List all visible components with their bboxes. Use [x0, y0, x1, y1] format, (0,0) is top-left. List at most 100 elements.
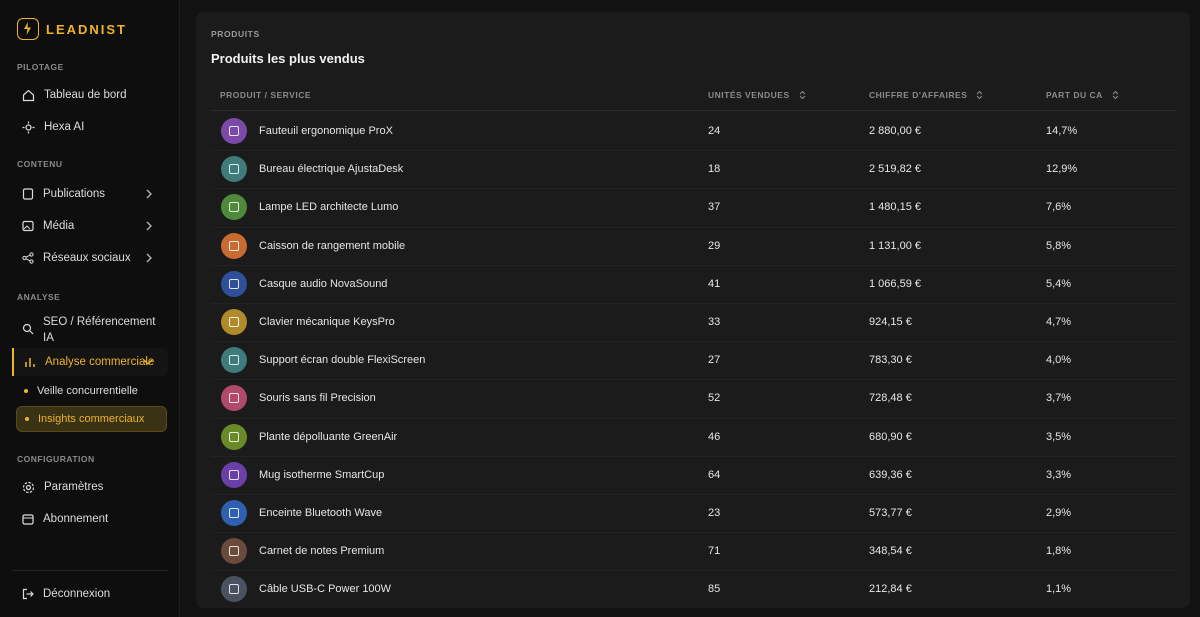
revenue-share: 14,7%: [1046, 125, 1078, 137]
row-divider: [211, 570, 1176, 572]
column-label: CHIFFRE D'AFFAIRES: [869, 90, 968, 100]
section-title: ANALYSE: [17, 292, 61, 302]
product-icon: [221, 309, 247, 335]
units-sold: 33: [708, 316, 721, 328]
nav-label: Veille concurrentielle: [37, 385, 138, 397]
nav-label: SEO / Référencement IA: [43, 316, 156, 344]
product-name: Enceinte Bluetooth Wave: [259, 507, 383, 519]
row-divider: [211, 379, 1176, 381]
nav-item[interactable]: Abonnement: [12, 505, 168, 533]
revenue: 924,15 €: [869, 316, 912, 328]
revenue: 680,90 €: [869, 430, 912, 443]
product-icon: [221, 538, 247, 565]
revenue-share: 4,7%: [1046, 316, 1072, 328]
units-sold: 18: [708, 163, 721, 176]
logo: [17, 18, 39, 40]
units-sold: 64: [708, 468, 721, 481]
divider: [12, 570, 168, 571]
sub-nav-item[interactable]: Veille concurrentielle: [16, 378, 167, 404]
revenue-share: 12,9%: [1046, 163, 1078, 176]
sub-nav-item-active[interactable]: Insights commerciaux: [16, 406, 167, 432]
row-divider: [211, 455, 1176, 457]
product-icon: [221, 500, 247, 526]
nav-item-active[interactable]: Analyse commerciale: [12, 348, 168, 376]
revenue: 2 519,82 €: [869, 163, 921, 176]
product-icon: [221, 461, 247, 488]
column-header[interactable]: PART DU CA: [1046, 90, 1119, 100]
row-divider: [211, 226, 1176, 228]
nav-label: Abonnement: [43, 513, 109, 525]
revenue: 783,30 €: [869, 354, 912, 367]
nav-label: Publications: [43, 188, 106, 200]
product-icon: [221, 270, 247, 297]
row-divider: [211, 188, 1176, 190]
row-divider: [211, 150, 1176, 152]
column-header[interactable]: UNITÉS VENDUES: [708, 90, 806, 100]
row-divider: [211, 264, 1176, 266]
nav-label: Analyse commerciale: [45, 356, 155, 368]
row-divider: [211, 341, 1176, 343]
units-sold: 41: [708, 277, 721, 290]
column-label: UNITÉS VENDUES: [708, 90, 790, 100]
nav-label: Réseaux sociaux: [43, 252, 131, 264]
revenue-share: 3,5%: [1046, 430, 1072, 443]
product-name: Carnet de notes Premium: [259, 545, 385, 558]
nav-item[interactable]: Paramètres: [12, 473, 168, 501]
nav-label: Paramètres: [44, 481, 104, 493]
product-icon: [221, 118, 247, 144]
section-title: PILOTAGE: [17, 62, 64, 72]
product-name: Mug isotherme SmartCup: [259, 468, 385, 481]
product-icon: [221, 232, 247, 259]
card: [196, 12, 1190, 608]
row-divider: [211, 493, 1176, 495]
product-name: Plante dépolluante GreenAir: [259, 430, 398, 443]
revenue: 348,54 €: [869, 545, 912, 558]
nav-item[interactable]: Tableau de bord: [12, 81, 168, 109]
brand: LEADNIST: [46, 22, 127, 37]
nav-label: Insights commerciaux: [38, 413, 145, 425]
product-name: Clavier mécanique KeysPro: [259, 316, 395, 328]
product-icon: [221, 156, 247, 183]
nav-item[interactable]: Hexa AI: [12, 113, 168, 141]
product-name: Support écran double FlexiScreen: [259, 354, 426, 367]
column-header: PRODUIT / SERVICE: [220, 90, 311, 100]
product-name: Souris sans fil Precision: [259, 392, 376, 405]
nav-label: Hexa AI: [44, 121, 85, 133]
product-icon: [221, 347, 247, 374]
header-divider: [211, 110, 1176, 111]
nav-item[interactable]: SEO / Référencement IA: [12, 314, 168, 348]
nav-label: Déconnexion: [43, 588, 111, 600]
units-sold: 23: [708, 507, 721, 519]
units-sold: 27: [708, 354, 721, 367]
product-icon: [221, 194, 247, 221]
logout[interactable]: Déconnexion: [12, 580, 168, 608]
revenue-share: 4,0%: [1046, 354, 1072, 367]
column-header[interactable]: CHIFFRE D'AFFAIRES: [869, 90, 983, 100]
section-title: CONTENU: [17, 159, 63, 169]
revenue-share: 1,1%: [1046, 583, 1072, 596]
section-title: CONFIGURATION: [17, 454, 95, 464]
revenue: 1 066,59 €: [869, 277, 921, 290]
product-icon: [221, 385, 247, 412]
nav-item[interactable]: Réseaux sociaux: [12, 244, 168, 272]
column-label: PART DU CA: [1046, 90, 1103, 100]
revenue: 639,36 €: [869, 468, 912, 481]
units-sold: 85: [708, 583, 721, 596]
column-label: PRODUIT / SERVICE: [220, 90, 311, 100]
revenue-share: 5,4%: [1046, 277, 1072, 290]
card-title: Produits les plus vendus: [211, 51, 365, 66]
units-sold: 71: [708, 545, 721, 558]
row-divider: [211, 302, 1176, 304]
revenue: 1 131,00 €: [869, 239, 921, 252]
units-sold: 29: [708, 239, 721, 252]
product-name: Casque audio NovaSound: [259, 277, 388, 290]
revenue: 2 880,00 €: [869, 125, 921, 137]
nav-item[interactable]: Média: [12, 212, 168, 240]
units-sold: 46: [708, 430, 721, 443]
revenue: 573,77 €: [869, 507, 912, 519]
nav-item[interactable]: Publications: [12, 180, 168, 208]
units-sold: 52: [708, 392, 721, 405]
row-divider: [211, 532, 1176, 534]
